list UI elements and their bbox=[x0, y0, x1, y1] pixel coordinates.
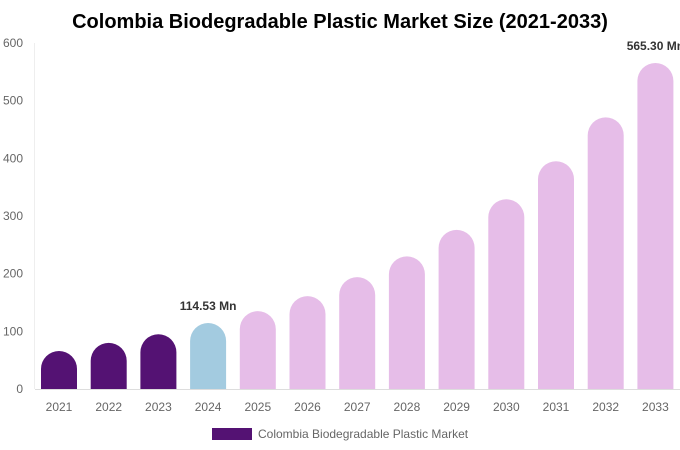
data-label: 114.53 Mn bbox=[180, 299, 237, 313]
y-tick-label: 100 bbox=[3, 324, 23, 338]
y-tick-label: 300 bbox=[3, 209, 23, 223]
x-tick-label: 2027 bbox=[344, 400, 371, 414]
chart-title: Colombia Biodegradable Plastic Market Si… bbox=[72, 11, 608, 33]
y-tick-label: 600 bbox=[3, 36, 23, 50]
x-tick-label: 2023 bbox=[145, 400, 172, 414]
bar-2024[interactable] bbox=[190, 322, 227, 389]
bar-2031[interactable] bbox=[538, 161, 574, 389]
bar-2026[interactable] bbox=[289, 296, 326, 389]
y-tick-label: 400 bbox=[3, 151, 23, 165]
x-tick-label: 2025 bbox=[244, 400, 271, 414]
y-tick-label: 500 bbox=[3, 94, 23, 108]
legend-swatch bbox=[212, 428, 252, 440]
legend-label[interactable]: Colombia Biodegradable Plastic Market bbox=[258, 427, 469, 441]
x-tick-label: 2033 bbox=[642, 400, 669, 414]
bar-2021[interactable] bbox=[41, 350, 77, 389]
x-tick-label: 2032 bbox=[592, 400, 619, 414]
x-tick-label: 2026 bbox=[294, 400, 321, 414]
y-tick-label: 0 bbox=[16, 382, 23, 396]
x-tick-label: 2022 bbox=[95, 400, 122, 414]
x-tick-label: 2029 bbox=[443, 400, 470, 414]
x-tick-label: 2028 bbox=[394, 400, 421, 414]
bar-2028[interactable] bbox=[388, 256, 425, 389]
bar-2023[interactable] bbox=[140, 334, 177, 389]
x-tick-label: 2021 bbox=[46, 400, 73, 414]
bar-2022[interactable] bbox=[90, 342, 127, 389]
x-tick-label: 2031 bbox=[543, 400, 570, 414]
bar-2029[interactable] bbox=[438, 229, 475, 389]
data-label: 565.30 Mn bbox=[627, 39, 680, 53]
bar-2033[interactable] bbox=[637, 63, 674, 389]
x-tick-label: 2030 bbox=[493, 400, 520, 414]
bar-2030[interactable] bbox=[488, 199, 525, 389]
x-tick-label: 2024 bbox=[195, 400, 222, 414]
bar-2032[interactable] bbox=[587, 117, 624, 389]
bar-2027[interactable] bbox=[339, 277, 376, 389]
bar-2025[interactable] bbox=[239, 311, 276, 389]
y-tick-label: 200 bbox=[3, 267, 23, 281]
